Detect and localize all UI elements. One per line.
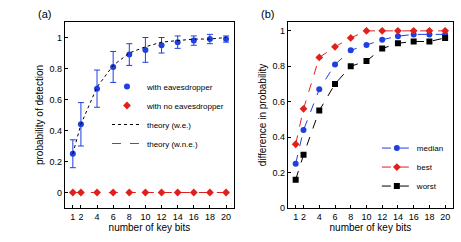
svg-text:0: 0 — [280, 203, 285, 213]
svg-text:0.6: 0.6 — [272, 97, 285, 107]
svg-text:1: 1 — [293, 212, 298, 222]
svg-text:12: 12 — [157, 212, 167, 222]
svg-text:0.8: 0.8 — [272, 61, 285, 71]
svg-text:14: 14 — [173, 212, 183, 222]
svg-text:with eavesdropper: with eavesdropper — [146, 83, 213, 92]
svg-text:probability of detection: probability of detection — [34, 65, 45, 165]
svg-text:0.8: 0.8 — [49, 64, 62, 74]
svg-text:4: 4 — [95, 212, 100, 222]
svg-text:20: 20 — [221, 212, 231, 222]
svg-text:8: 8 — [348, 212, 353, 222]
svg-text:worst: worst — [416, 182, 437, 191]
svg-text:1: 1 — [280, 26, 285, 36]
svg-text:difference in probability: difference in probability — [257, 64, 268, 167]
svg-text:best: best — [417, 163, 433, 172]
svg-text:18: 18 — [205, 212, 215, 222]
svg-text:12: 12 — [377, 212, 387, 222]
svg-text:1: 1 — [57, 33, 62, 43]
svg-text:(a): (a) — [38, 8, 51, 20]
svg-text:(b): (b) — [261, 8, 274, 20]
svg-text:1: 1 — [70, 212, 75, 222]
svg-text:0.2: 0.2 — [272, 168, 285, 178]
svg-text:4: 4 — [317, 212, 322, 222]
svg-text:10: 10 — [361, 212, 371, 222]
svg-text:16: 16 — [189, 212, 199, 222]
svg-text:0.2: 0.2 — [49, 157, 62, 167]
svg-text:2: 2 — [78, 212, 83, 222]
svg-text:2: 2 — [301, 212, 306, 222]
svg-text:18: 18 — [424, 212, 434, 222]
svg-text:8: 8 — [127, 212, 132, 222]
svg-text:14: 14 — [393, 212, 403, 222]
svg-text:0: 0 — [57, 188, 62, 198]
svg-text:with no eavesdropper: with no eavesdropper — [146, 102, 224, 111]
svg-text:median: median — [417, 144, 443, 153]
svg-text:6: 6 — [111, 212, 116, 222]
svg-text:0.4: 0.4 — [272, 132, 285, 142]
svg-text:0.4: 0.4 — [49, 126, 62, 136]
svg-text:6: 6 — [332, 212, 337, 222]
svg-text:20: 20 — [440, 212, 450, 222]
svg-text:theory (w.n.e.): theory (w.n.e.) — [147, 140, 198, 149]
svg-text:16: 16 — [409, 212, 419, 222]
svg-text:0.6: 0.6 — [49, 95, 62, 105]
svg-text:10: 10 — [140, 212, 150, 222]
svg-text:theory (w.e.): theory (w.e.) — [147, 121, 191, 130]
svg-text:number of key bits: number of key bits — [330, 222, 412, 233]
svg-text:number of key bits: number of key bits — [109, 222, 191, 233]
